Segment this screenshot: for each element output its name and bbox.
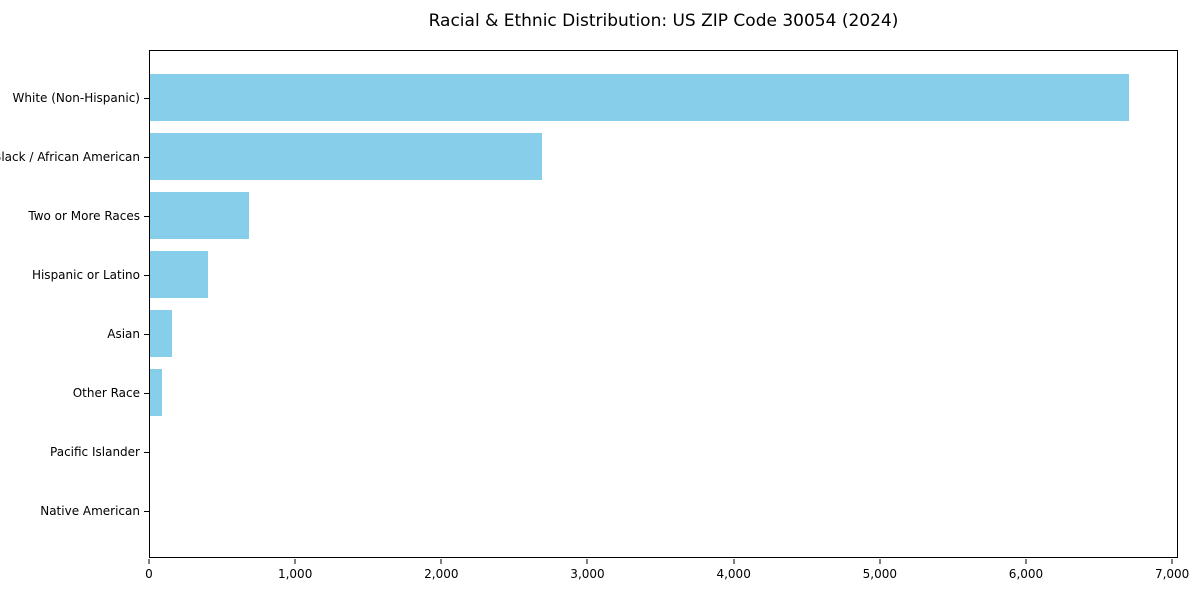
y-tick-mark <box>144 274 149 276</box>
y-tick-mark <box>144 97 149 99</box>
y-tick-mark <box>144 156 149 158</box>
bar <box>150 192 250 239</box>
bar-row: Hispanic or Latino <box>32 245 1177 304</box>
x-tick-mark <box>1025 559 1027 564</box>
category-label: Native American <box>40 503 140 518</box>
y-tick-mark <box>144 451 149 453</box>
x-tick-mark <box>148 559 150 564</box>
bar-row: White (Non-Hispanic) <box>13 68 1177 127</box>
x-tick-mark <box>879 559 881 564</box>
y-tick-mark <box>144 333 149 335</box>
x-tick-mark <box>1171 559 1173 564</box>
x-tick-label: 0 <box>145 567 153 581</box>
chart-title: Racial & Ethnic Distribution: US ZIP Cod… <box>428 11 899 31</box>
x-axis: 0 1,000 2,000 3,000 4,000 5,000 6,000 7,000 <box>145 558 1189 588</box>
category-label: Black / African American <box>0 149 140 164</box>
y-tick-mark <box>144 215 149 217</box>
x-tick-label: 7,000 <box>1154 567 1190 581</box>
x-tick-mark <box>586 559 588 564</box>
bar-row: Other Race <box>73 363 1177 422</box>
y-tick-mark <box>144 510 149 512</box>
bar-row: Native American <box>40 481 1177 540</box>
bar <box>150 133 543 180</box>
x-tick-label: 3,000 <box>570 567 605 581</box>
category-label: Other Race <box>72 385 140 400</box>
bar-row: Black / African American <box>0 127 1177 186</box>
category-label: Pacific Islander <box>50 444 140 459</box>
bar <box>150 310 172 357</box>
bars-container: White (Non-Hispanic) Black / African Amer… <box>0 51 1177 557</box>
y-tick-mark <box>144 392 149 394</box>
x-tick-mark <box>733 559 735 564</box>
x-tick-label: 5,000 <box>862 567 897 581</box>
bar-row: Pacific Islander <box>50 422 1177 481</box>
category-label: Asian <box>107 326 140 341</box>
bar <box>150 251 209 298</box>
x-tick-mark <box>440 559 442 564</box>
bar-row: Asian <box>107 304 1177 363</box>
x-tick-label: 4,000 <box>716 567 751 581</box>
x-tick-mark <box>294 559 296 564</box>
bar-row: Two or More Races <box>28 186 1177 245</box>
x-tick-label: 1,000 <box>277 567 313 581</box>
category-label: Hispanic or Latino <box>31 267 140 282</box>
bar <box>150 369 162 416</box>
plot-area: White (Non-Hispanic) Black / African Amer… <box>0 50 1178 558</box>
category-label: Two or More Races <box>28 208 140 223</box>
bar <box>150 74 1129 121</box>
x-tick-label: 2,000 <box>424 567 459 581</box>
category-label: White (Non-Hispanic) <box>12 90 140 105</box>
x-tick-label: 6,000 <box>1008 567 1044 581</box>
